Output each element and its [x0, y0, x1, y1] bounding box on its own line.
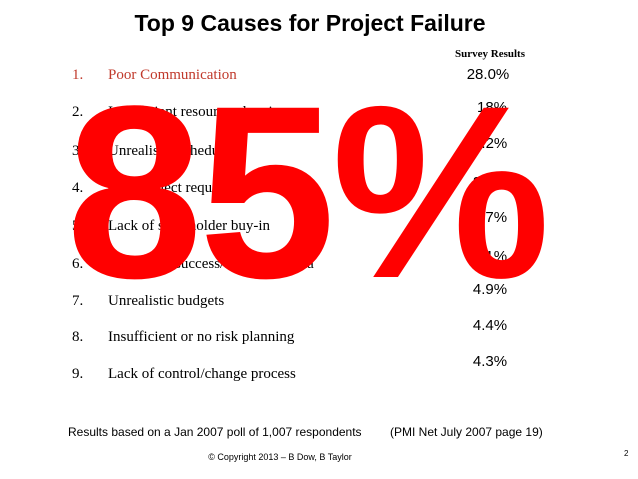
list-item-label: Undefined success/closure criteria — [108, 256, 314, 272]
overlay-percentage: 85% — [66, 55, 550, 330]
survey-results-header: Survey Results — [455, 48, 525, 60]
source-citation: (PMI Net July 2007 page 19) — [390, 425, 543, 439]
list-item-label: Unrealistic schedules — [108, 143, 236, 159]
list-item-number: 8. — [72, 329, 84, 345]
list-item-percent: 18% — [476, 99, 508, 116]
poll-footnote: Results based on a Jan 2007 poll of 1,00… — [68, 425, 362, 439]
copyright-notice: © Copyright 2013 – B Dow, B Taylor — [208, 452, 352, 462]
list-item-percent: 4.4% — [472, 317, 508, 334]
slide-number: 2 — [624, 449, 629, 458]
list-item-number: 2. — [72, 104, 84, 120]
list-item-percent: 4.9% — [472, 281, 508, 298]
slide-title: Top 9 Causes for Project Failure — [134, 10, 486, 36]
list-item-label: Unrealistic budgets — [108, 293, 225, 309]
list-item-number: 7. — [72, 293, 84, 309]
list-item-label: Insufficient or no risk planning — [108, 329, 295, 345]
list-item-label: Lack of control/change process — [108, 366, 296, 382]
list-item-number: 4. — [72, 180, 84, 196]
list-item-percent: 28.0% — [466, 66, 510, 83]
list-item-label: Insufficient resource planning — [108, 104, 288, 120]
list-item-number: 3. — [72, 143, 84, 159]
list-item-number: 9. — [72, 366, 84, 382]
list-item-percent: 5.1% — [472, 248, 508, 265]
list-item-number: 6. — [72, 256, 84, 272]
list-item-label: Lack of stakeholder buy-in — [108, 218, 271, 234]
list-item-percent: 6.7% — [472, 209, 508, 226]
list-item-percent: 4.3% — [472, 353, 508, 370]
list-item-percent: 8.9% — [472, 174, 508, 191]
list-item-percent: 13.2% — [464, 135, 508, 152]
list-item-number: 5. — [72, 218, 84, 234]
list-item-label: Poor Communication — [108, 67, 237, 83]
list-item-label: Poor project requirements — [108, 180, 264, 196]
list-item-number: 1. — [72, 67, 84, 83]
